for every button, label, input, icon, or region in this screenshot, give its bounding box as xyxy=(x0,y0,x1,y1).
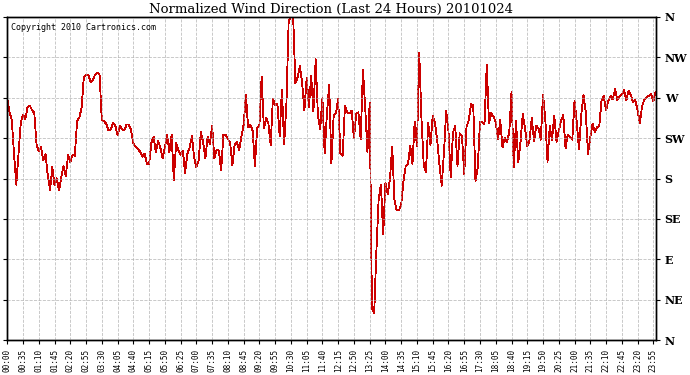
Title: Normalized Wind Direction (Last 24 Hours) 20101024: Normalized Wind Direction (Last 24 Hours… xyxy=(150,3,513,16)
Text: Copyright 2010 Cartronics.com: Copyright 2010 Cartronics.com xyxy=(10,23,155,32)
